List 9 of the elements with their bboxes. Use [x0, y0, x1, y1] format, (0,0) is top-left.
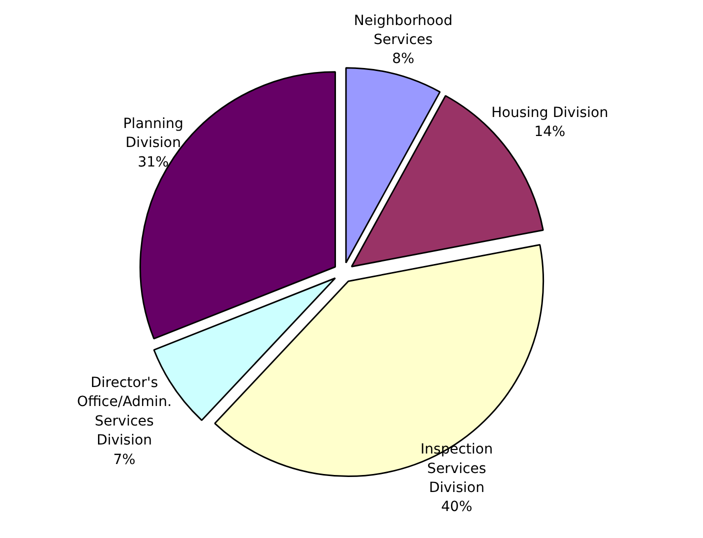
data-label: 31%: [138, 154, 169, 170]
data-label: 7%: [113, 452, 136, 468]
data-label: 14%: [534, 124, 566, 140]
slice-label: Planning Division: [123, 116, 184, 152]
slice-label: Director's Office/Admin. Services Division: [77, 375, 172, 449]
data-label: 8%: [392, 51, 414, 68]
slice-label: Neighborhood Services: [354, 12, 452, 48]
slice-label: Housing Division: [491, 105, 608, 122]
data-label: 40%: [441, 499, 472, 516]
